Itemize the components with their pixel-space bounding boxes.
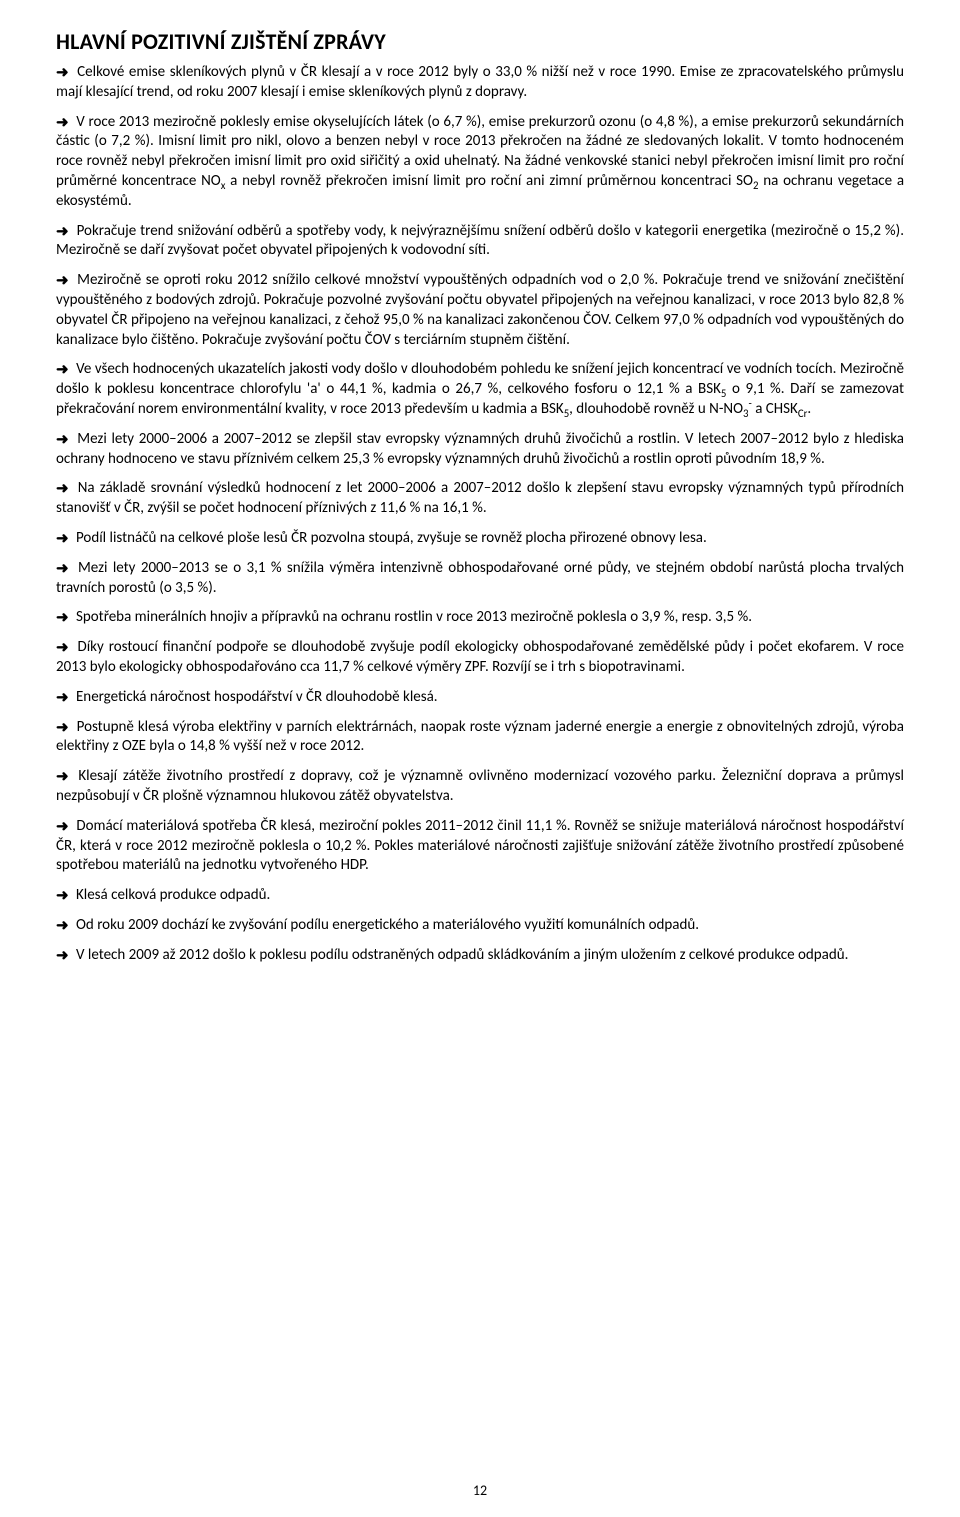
bullet-arrow-icon: ➜ [56, 887, 69, 907]
text-run: Energetická náročnost hospodářství v ČR … [76, 688, 438, 706]
text-run: Díky rostoucí finanční podpoře se dlouho… [56, 638, 904, 676]
bullet-arrow-icon: ➜ [56, 818, 69, 838]
body-paragraph: ➜ Ve všech hodnocených ukazatelích jakos… [56, 360, 904, 419]
body-paragraph: ➜ V letech 2009 až 2012 došlo k poklesu … [56, 946, 904, 966]
text-run: a CHSK [752, 400, 798, 418]
bullet-arrow-icon: ➜ [56, 114, 69, 134]
text-run: Domácí materiálová spotřeba ČR klesá, me… [56, 817, 904, 875]
body-paragraph: ➜ Podíl listnáčů na celkové ploše lesů Č… [56, 529, 904, 549]
bullet-arrow-icon: ➜ [56, 223, 69, 243]
body-paragraph: ➜ Klesá celková produkce odpadů. [56, 886, 904, 906]
body-paragraph: ➜ Mezi lety 2000–2006 a 2007–2012 se zle… [56, 430, 904, 470]
text-run: Podíl listnáčů na celkové ploše lesů ČR … [76, 529, 707, 547]
text-run: Mezi lety 2000–2013 se o 3,1 % snížila v… [56, 559, 904, 597]
text-run: Klesá celková produkce odpadů. [76, 886, 270, 904]
body-paragraph: ➜ Pokračuje trend snižování odběrů a spo… [56, 222, 904, 262]
bullet-arrow-icon: ➜ [56, 530, 69, 550]
text-run: , dlouhodobě rovněž u N-NO [569, 400, 743, 418]
body-paragraph: ➜ Energetická náročnost hospodářství v Č… [56, 688, 904, 708]
body-paragraph: ➜ Postupně klesá výroba elektřiny v parn… [56, 718, 904, 758]
body-paragraph: ➜ Od roku 2009 dochází ke zvyšování podí… [56, 916, 904, 936]
body-paragraph: ➜ Spotřeba minerálních hnojiv a přípravk… [56, 608, 904, 628]
bullet-arrow-icon: ➜ [56, 361, 69, 381]
text-run: Spotřeba minerálních hnojiv a přípravků … [76, 608, 752, 626]
text-run: Mezi lety 2000–2006 a 2007–2012 se zlepš… [56, 430, 904, 468]
body-paragraph: ➜ Klesají zátěže životního prostředí z d… [56, 767, 904, 807]
bullet-arrow-icon: ➜ [56, 719, 69, 739]
body-paragraph: ➜ Celkové emise skleníkových plynů v ČR … [56, 63, 904, 103]
paragraph-list: ➜ Celkové emise skleníkových plynů v ČR … [56, 63, 904, 965]
bullet-arrow-icon: ➜ [56, 768, 69, 788]
body-paragraph: ➜ Na základě srovnání výsledků hodnocení… [56, 479, 904, 519]
bullet-arrow-icon: ➜ [56, 560, 69, 580]
page-title: HLAVNÍ POZITIVNÍ ZJIŠTĚNÍ ZPRÁVY [56, 28, 904, 55]
bullet-arrow-icon: ➜ [56, 64, 69, 84]
body-paragraph: ➜ Díky rostoucí finanční podpoře se dlou… [56, 638, 904, 678]
bullet-arrow-icon: ➜ [56, 480, 69, 500]
bullet-arrow-icon: ➜ [56, 431, 69, 451]
text-run: Od roku 2009 dochází ke zvyšování podílu… [76, 916, 699, 934]
body-paragraph: ➜ Meziročně se oproti roku 2012 snížilo … [56, 271, 904, 350]
bullet-arrow-icon: ➜ [56, 947, 69, 967]
text-run: V letech 2009 až 2012 došlo k poklesu po… [76, 946, 848, 964]
text-run: Na základě srovnání výsledků hodnocení z… [56, 479, 904, 517]
body-paragraph: ➜ Mezi lety 2000–2013 se o 3,1 % snížila… [56, 559, 904, 599]
text-run: Cr [798, 407, 808, 420]
bullet-arrow-icon: ➜ [56, 917, 69, 937]
bullet-arrow-icon: ➜ [56, 689, 69, 709]
text-run: . [807, 400, 811, 418]
text-run: Klesají zátěže životního prostředí z dop… [56, 767, 904, 805]
body-paragraph: ➜ Domácí materiálová spotřeba ČR klesá, … [56, 817, 904, 876]
page-number: 12 [0, 1482, 960, 1499]
text-run: Celkové emise skleníkových plynů v ČR kl… [56, 63, 904, 101]
body-paragraph: ➜ V roce 2013 meziročně poklesly emise o… [56, 113, 904, 212]
bullet-arrow-icon: ➜ [56, 609, 69, 629]
text-run: a nebyl rovněž překročen imisní limit pr… [225, 172, 753, 190]
text-run: Postupně klesá výroba elektřiny v parníc… [56, 718, 904, 756]
text-run: Meziročně se oproti roku 2012 snížilo ce… [56, 271, 904, 348]
bullet-arrow-icon: ➜ [56, 639, 69, 659]
bullet-arrow-icon: ➜ [56, 272, 69, 292]
document-page: HLAVNÍ POZITIVNÍ ZJIŠTĚNÍ ZPRÁVY ➜ Celko… [0, 0, 960, 1517]
text-run: Pokračuje trend snižování odběrů a spotř… [56, 222, 904, 260]
